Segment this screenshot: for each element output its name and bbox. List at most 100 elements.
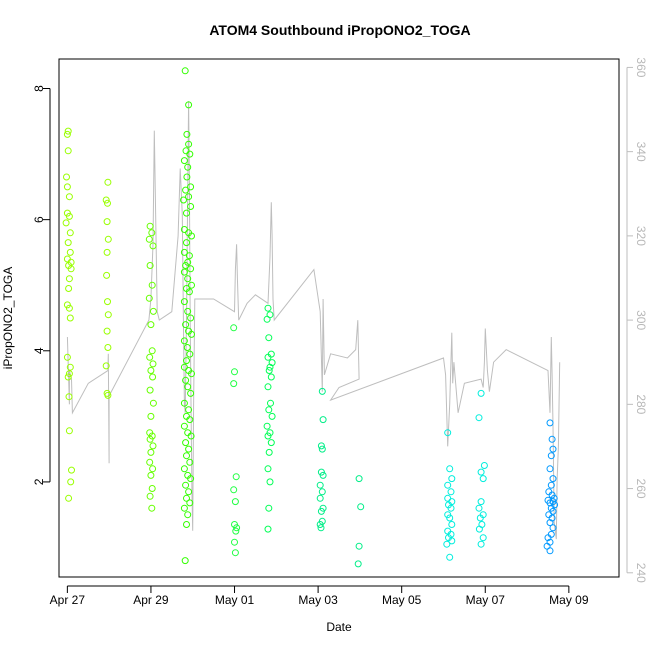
data-point [66, 314, 74, 322]
data-point [266, 478, 274, 486]
data-point [186, 499, 194, 507]
data-point [146, 222, 154, 230]
data-point [475, 525, 483, 533]
data-point [180, 465, 188, 473]
data-point [63, 183, 71, 191]
data-point [317, 524, 325, 532]
data-point [316, 521, 324, 528]
y2-tick-label: 360 [634, 57, 648, 77]
data-point [480, 462, 488, 469]
data-point [447, 504, 455, 512]
data-point [266, 363, 274, 371]
data-point [355, 542, 363, 550]
data-point [66, 248, 74, 256]
data-point [265, 406, 273, 414]
data-point [65, 393, 73, 401]
data-point [547, 530, 555, 538]
data-point [546, 519, 554, 527]
data-point [186, 350, 194, 358]
data-point [264, 432, 272, 440]
data-point [185, 252, 193, 260]
data-point [547, 481, 555, 489]
data-point [180, 399, 188, 407]
data-point [183, 452, 190, 460]
data-point [317, 468, 325, 476]
data-point [186, 416, 194, 424]
data-point [233, 524, 241, 532]
data-point [149, 242, 157, 250]
data-point [182, 262, 190, 269]
data-point [65, 370, 73, 378]
data-point [318, 488, 326, 496]
y2-tick-label: 320 [634, 226, 648, 246]
data-point [546, 547, 554, 555]
data-point [149, 399, 157, 407]
data-point [148, 347, 156, 355]
data-point [183, 357, 190, 365]
data-point [64, 239, 72, 247]
data-point [104, 391, 112, 399]
data-point [104, 235, 112, 243]
data-point [183, 173, 191, 181]
data-point [444, 494, 452, 502]
data-point [549, 475, 557, 483]
x-tick-label: Apr 27 [50, 593, 86, 607]
x-tick-label: Apr 29 [133, 593, 169, 607]
data-point [65, 212, 73, 220]
data-point [446, 553, 454, 561]
data-point [444, 481, 452, 489]
data-point [265, 504, 273, 512]
data-point [549, 445, 557, 453]
data-point [68, 466, 75, 474]
data-point [182, 481, 190, 489]
data-point [231, 538, 238, 546]
data-point [444, 429, 452, 437]
data-point [102, 196, 110, 204]
data-point [549, 507, 557, 515]
data-point [184, 163, 192, 171]
y-tick-label: 6 [32, 216, 46, 223]
data-point [180, 248, 188, 256]
data-point [103, 218, 111, 226]
data-point [148, 229, 156, 237]
data-point [148, 504, 156, 512]
data-point [66, 229, 74, 237]
data-point [62, 219, 70, 227]
y-tick-label: 2 [32, 478, 46, 485]
series-6 [443, 389, 488, 561]
data-point [180, 268, 188, 276]
data-point [65, 427, 73, 435]
data-point [102, 362, 110, 370]
data-point [64, 373, 72, 381]
data-point [448, 537, 456, 545]
data-point [265, 367, 273, 374]
x-axis-label: Date [326, 620, 352, 634]
data-point [147, 367, 155, 374]
data-point [232, 473, 240, 481]
data-point [63, 130, 71, 138]
data-point [65, 494, 73, 502]
data-point [477, 540, 485, 548]
data-point [187, 475, 195, 483]
data-point [263, 315, 271, 323]
data-point [265, 334, 273, 342]
y-tick-label: 8 [32, 85, 46, 92]
data-point [67, 265, 75, 273]
data-point [149, 442, 157, 450]
data-point [182, 186, 190, 194]
data-point [548, 435, 556, 443]
data-point [544, 534, 552, 542]
data-point [316, 481, 324, 489]
data-point [184, 275, 192, 283]
data-point [231, 498, 239, 506]
chart-title: ATOM4 Southbound iPropONO2_TOGA [209, 22, 470, 38]
data-point [185, 288, 193, 296]
data-point [547, 452, 555, 460]
data-point [186, 458, 194, 466]
data-point [267, 373, 275, 381]
data-point [187, 183, 195, 191]
data-point [187, 203, 195, 210]
data-point [185, 445, 193, 453]
data-point [545, 511, 553, 519]
